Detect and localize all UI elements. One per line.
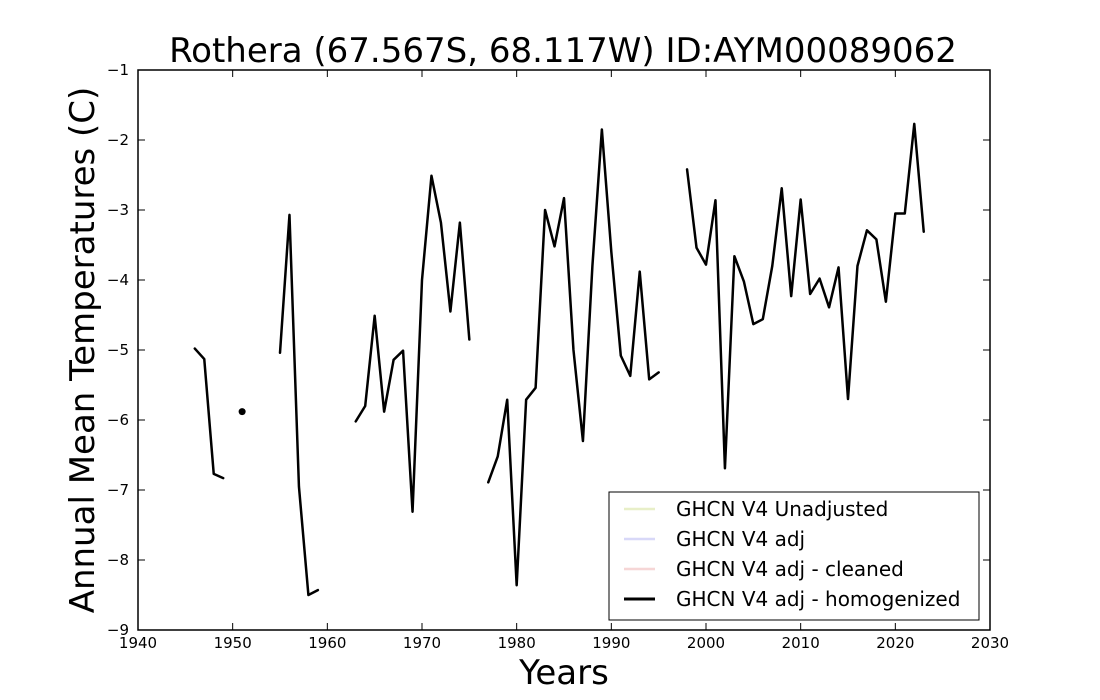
x-tick-label-1990: 1990 — [592, 634, 630, 652]
series-3-segment-4 — [487, 128, 660, 587]
legend-label-3: GHCN V4 adj - homogenized — [676, 587, 960, 611]
y-tick-label--9: −9 — [107, 621, 129, 639]
series-3-point-1951 — [238, 408, 246, 416]
y-tick-label--2: −2 — [107, 131, 129, 149]
y-axis-title: Annual Mean Temperatures (C) — [63, 87, 103, 614]
legend: GHCN V4 Unadjusted GHCN V4 adj GHCN V4 adj… — [608, 491, 980, 621]
legend-label-1: GHCN V4 adj — [676, 527, 805, 551]
x-tick-label-2000: 2000 — [687, 634, 725, 652]
legend-label-2: GHCN V4 adj - cleaned — [676, 557, 904, 581]
x-axis-title: Years — [518, 653, 609, 693]
y-tick-label--8: −8 — [107, 551, 129, 569]
y-tick-label--1: −1 — [107, 61, 129, 79]
x-tick-label-2010: 2010 — [782, 634, 820, 652]
x-tick-label-2030: 2030 — [971, 634, 1009, 652]
y-axis-ticks: −1 −2 −3 −4 −5 −6 −7 −8 −9 — [107, 61, 990, 639]
x-tick-label-2020: 2020 — [876, 634, 914, 652]
series-3-segment-3 — [354, 174, 471, 513]
chart-title: Rothera (67.567S, 68.117W) ID:AYM0008906… — [169, 31, 957, 71]
y-tick-label--7: −7 — [107, 481, 129, 499]
x-tick-label-1940: 1940 — [119, 634, 157, 652]
series-3-segment-2 — [278, 213, 320, 597]
x-axis-ticks: 1940 1950 1960 1970 1980 1990 2000 2010 2020 2030 — [119, 70, 1009, 652]
y-tick-label--3: −3 — [107, 201, 129, 219]
series-3-segment-0 — [193, 347, 225, 480]
legend-label-0: GHCN V4 Unadjusted — [676, 497, 888, 521]
y-tick-label--5: −5 — [107, 341, 129, 359]
plot-layer — [193, 122, 925, 597]
y-tick-label--6: −6 — [107, 411, 129, 429]
x-tick-label-1970: 1970 — [403, 634, 441, 652]
y-tick-label--4: −4 — [107, 271, 129, 289]
series-3-segment-5 — [685, 122, 925, 470]
x-tick-label-1960: 1960 — [308, 634, 346, 652]
legend-box — [608, 491, 980, 621]
x-tick-label-1980: 1980 — [498, 634, 536, 652]
x-tick-label-1950: 1950 — [214, 634, 252, 652]
